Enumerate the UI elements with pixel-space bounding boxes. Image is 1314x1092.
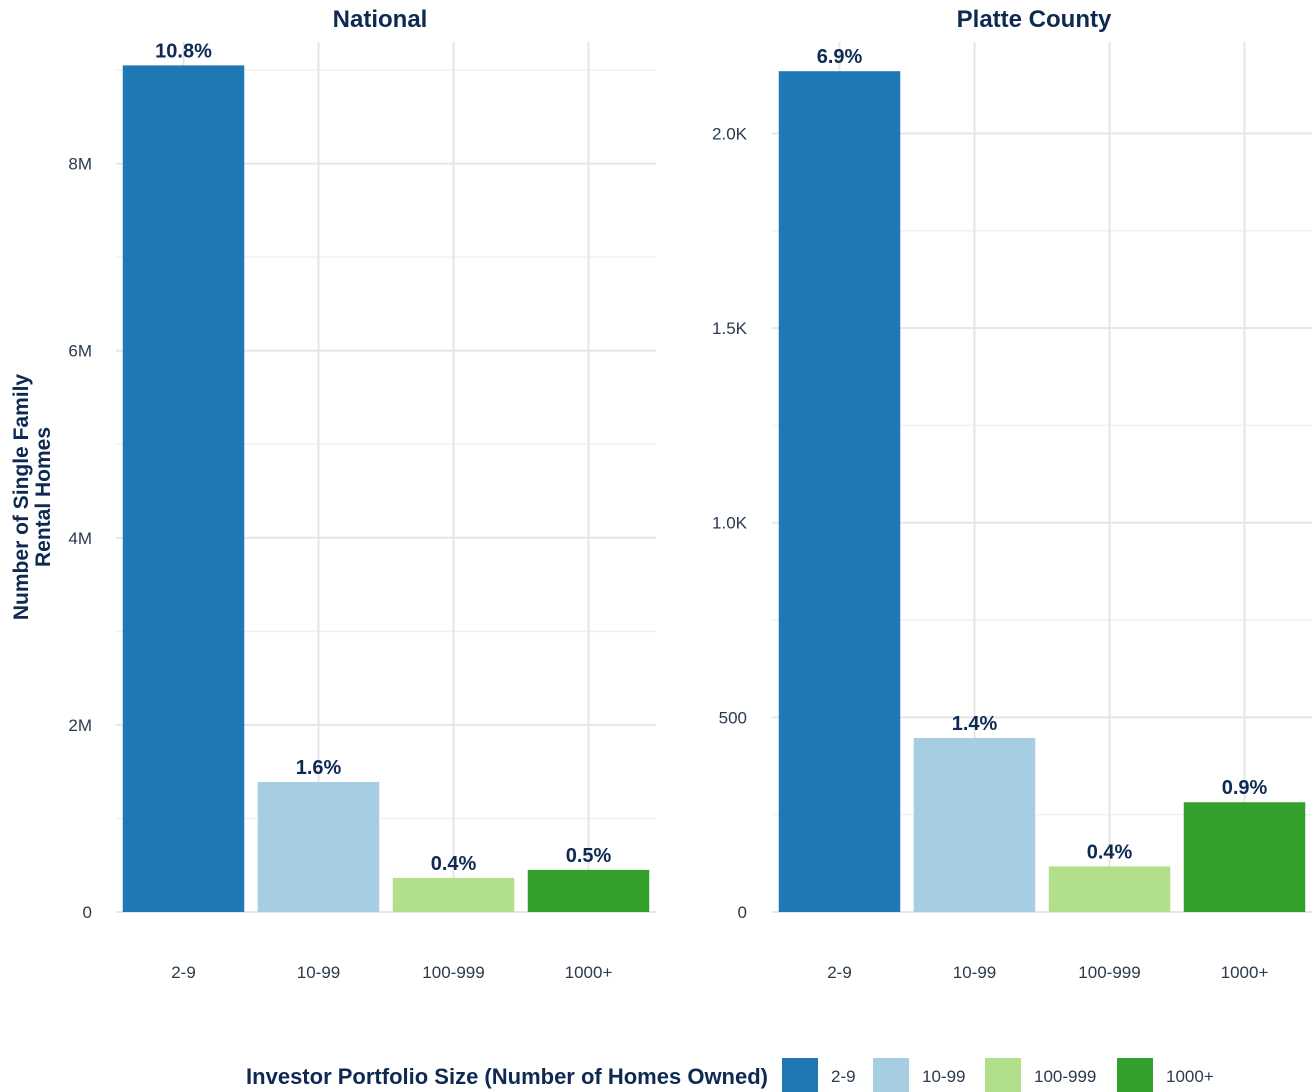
legend-swatch bbox=[873, 1058, 909, 1092]
y-tick-label: 1.0K bbox=[712, 514, 748, 533]
y-tick-label: 1.5K bbox=[712, 319, 748, 338]
x-tick-label: 2-9 bbox=[171, 963, 196, 982]
legend-swatch bbox=[782, 1058, 818, 1092]
data-label: 0.9% bbox=[1222, 777, 1268, 799]
data-label: 1.6% bbox=[296, 757, 342, 779]
x-tick-label: 2-9 bbox=[827, 963, 852, 982]
y-tick-label: 0 bbox=[83, 903, 92, 922]
data-label: 0.4% bbox=[431, 853, 477, 875]
legend-item-1000+: 1000+ bbox=[1117, 1058, 1214, 1092]
legend-label: 10-99 bbox=[922, 1067, 965, 1086]
y-tick-label: 2.0K bbox=[712, 124, 748, 143]
panel-1: 0 2M 4M 6M 8M 10.8% 2-9 1.6% 10-99 0.4% 100-999 0.5… bbox=[10, 6, 656, 982]
legend-swatch bbox=[1117, 1058, 1153, 1092]
x-tick-label: 100-999 bbox=[422, 963, 484, 982]
y-tick-label: 4M bbox=[68, 529, 92, 548]
y-tick-label: 2M bbox=[68, 716, 92, 735]
legend-item-2-9: 2-9 bbox=[782, 1058, 856, 1092]
y-tick-label: 500 bbox=[719, 708, 747, 727]
legend-item-10-99: 10-99 bbox=[873, 1058, 965, 1092]
data-label: 10.8% bbox=[155, 40, 212, 62]
x-tick-label: 1000+ bbox=[1221, 963, 1269, 982]
bar-100-999 bbox=[392, 877, 515, 912]
panel-title: Platte County bbox=[957, 6, 1112, 33]
legend-item-100-999: 100-999 bbox=[985, 1058, 1096, 1092]
legend-label: 2-9 bbox=[831, 1067, 856, 1086]
x-tick-label: 100-999 bbox=[1078, 963, 1140, 982]
y-axis-label: Number of Single FamilyRental Homes bbox=[10, 374, 55, 621]
bar-10-99 bbox=[913, 738, 1036, 912]
x-tick-label: 10-99 bbox=[953, 963, 996, 982]
chart-legend: Investor Portfolio Size (Number of Homes… bbox=[246, 1058, 1214, 1092]
legend-swatch bbox=[985, 1058, 1021, 1092]
data-label: 0.4% bbox=[1087, 841, 1133, 863]
chart-panels: 0 2M 4M 6M 8M 10.8% 2-9 1.6% 10-99 0.4% 100-999 0.5… bbox=[10, 6, 1312, 982]
legend-title: Investor Portfolio Size (Number of Homes… bbox=[246, 1064, 768, 1089]
data-label: 1.4% bbox=[952, 713, 998, 735]
bar-2-9 bbox=[122, 65, 245, 913]
panel-2: 0 500 1.0K 1.5K 2.0K 6.9% 2-9 1.4% 10-99 0.4% 100-… bbox=[712, 6, 1312, 982]
panel-title: National bbox=[333, 6, 428, 33]
x-tick-label: 1000+ bbox=[565, 963, 613, 982]
legend-label: 100-999 bbox=[1034, 1067, 1096, 1086]
bar-1000+ bbox=[1183, 802, 1306, 912]
y-tick-label: 6M bbox=[68, 342, 92, 361]
bar-10-99 bbox=[257, 781, 380, 912]
y-tick-label: 8M bbox=[68, 155, 92, 174]
legend-label: 1000+ bbox=[1166, 1067, 1214, 1086]
data-label: 0.5% bbox=[566, 845, 612, 867]
y-tick-label: 0 bbox=[738, 903, 747, 922]
bar-100-999 bbox=[1048, 866, 1171, 912]
bar-2-9 bbox=[778, 71, 901, 912]
bar-1000+ bbox=[527, 869, 650, 912]
data-label: 6.9% bbox=[817, 46, 863, 68]
x-tick-label: 10-99 bbox=[297, 963, 340, 982]
